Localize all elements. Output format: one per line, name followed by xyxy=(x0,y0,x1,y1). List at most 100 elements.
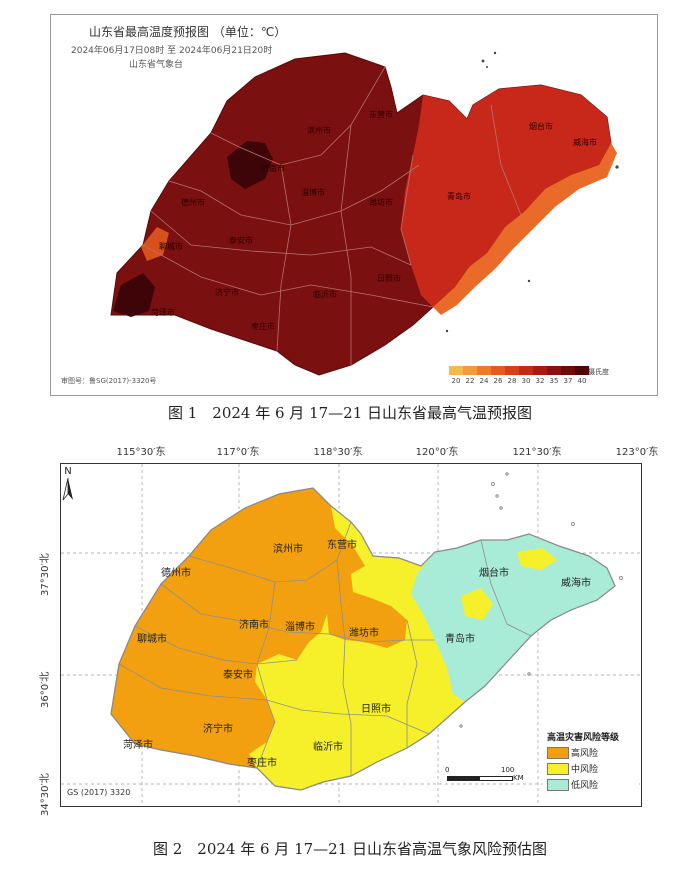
city-label-taian-fig1: 泰安市 xyxy=(229,236,253,245)
city-label-jining-fig1: 济宁市 xyxy=(215,288,239,297)
admin-boundaries-fig1 xyxy=(142,66,522,365)
city-label-dezhou: 德州市 xyxy=(161,568,191,579)
medium-risk-patch-northeast xyxy=(517,548,557,570)
city-label-liaocheng-fig1: 聊城市 xyxy=(159,242,183,251)
city-label-dongying-fig1: 东营市 xyxy=(369,110,393,119)
legend-swatch-30 xyxy=(519,366,533,375)
city-label-zibo-fig1: 淄博市 xyxy=(301,188,325,197)
lon-label-123-0: 123°0′东 xyxy=(615,447,659,458)
city-label-weihai: 威海市 xyxy=(561,578,591,589)
city-label-dezhou-fig1: 德州市 xyxy=(181,198,205,207)
city-label-binzhou-fig1: 滨州市 xyxy=(307,126,331,135)
legend-label: 22 xyxy=(465,377,475,385)
hot-spot-southwest xyxy=(113,273,155,317)
city-label-weifang-fig1: 潍坊市 xyxy=(369,198,393,207)
city-label-heze: 菏泽市 xyxy=(123,740,153,751)
city-label-qingdao: 青岛市 xyxy=(445,634,475,645)
lat-label-36-0: 36°0′北 xyxy=(40,671,51,708)
lon-label-118-30: 118°30′东 xyxy=(313,447,363,458)
city-label-weihai-fig1: 威海市 xyxy=(573,138,597,147)
map1-issuer: 山东省气象台 xyxy=(129,60,184,70)
city-label-linyi-fig1: 临沂市 xyxy=(313,290,337,299)
risk-legend: 高温灾害风险等级 高风险 中风险 低风险 xyxy=(543,730,639,800)
legend-label: 20 xyxy=(451,377,461,385)
map1-title: 山东省最高温度预报图 （单位：℃） xyxy=(89,25,287,39)
scale-unit: KM xyxy=(513,774,524,782)
figure2-caption: 图 2 2024 年 6 月 17—21 日山东省高温气象风险预估图 xyxy=(152,840,548,858)
city-label-rizhao: 日照市 xyxy=(361,704,391,715)
city-label-dongying: 东营市 xyxy=(327,540,357,551)
heat-risk-map: 德州市 滨州市 东营市 烟台市 威海市 聊城市 济南市 淄博市 潍坊市 青岛市 … xyxy=(60,463,642,807)
legend-label-low: 低风险 xyxy=(571,781,599,791)
legend-label: 28 xyxy=(507,377,517,385)
legend-swatch-medium xyxy=(547,763,569,775)
scale-bar-graphic xyxy=(447,776,513,781)
temperature-forecast-map: 山东省最高温度预报图 （单位：℃） 2024年06月17日08时 至 2024年… xyxy=(50,14,658,396)
legend-swatch-32 xyxy=(533,366,547,375)
legend-label: 40 xyxy=(577,377,587,385)
map1-approval-number: 审图号：鲁SG(2017)-3320号 xyxy=(61,377,157,385)
legend-swatch-20 xyxy=(449,366,463,375)
city-label-yantai: 烟台市 xyxy=(479,568,509,579)
lon-label-117-0: 117°0′东 xyxy=(216,447,260,458)
hot-spot-west xyxy=(141,227,169,261)
figure1-caption: 图 1 2024 年 6 月 17—21 日山东省最高气温预报图 xyxy=(167,404,533,422)
legend-swatch-22 xyxy=(463,366,477,375)
north-label: N xyxy=(64,466,71,477)
admin-boundaries-fig2 xyxy=(118,521,532,776)
high-risk-patch-central xyxy=(327,592,407,648)
scale-zero: 0 xyxy=(445,766,450,774)
city-label-linyi: 临沂市 xyxy=(313,742,343,753)
city-label-zibo: 淄博市 xyxy=(285,622,315,633)
province-outline-fig2 xyxy=(110,487,616,791)
city-label-jinan-fig1: 济南市 xyxy=(261,164,285,173)
city-label-yantai-fig1: 烟台市 xyxy=(529,122,553,131)
lat-label-37-30: 37°30′北 xyxy=(40,553,51,596)
islands-fig1 xyxy=(445,51,619,333)
scale-hundred: 100 xyxy=(501,766,515,774)
legend-unit: 摄氏度 xyxy=(588,368,609,376)
city-label-liaocheng: 聊城市 xyxy=(137,634,167,645)
city-label-jinan: 济南市 xyxy=(239,620,269,631)
lat-label-34-30: 34°30′北 xyxy=(40,773,51,816)
city-label-zaozhuang-fig1: 枣庄市 xyxy=(251,322,275,331)
legend-swatch-high xyxy=(547,747,569,759)
islands-fig2 xyxy=(459,472,623,728)
city-label-jining: 济宁市 xyxy=(203,724,233,735)
legend-label: 26 xyxy=(493,377,503,385)
map1-time-range: 2024年06月17日08时 至 2024年06月21日20时 xyxy=(71,46,273,56)
city-label-heze-fig1: 菏泽市 xyxy=(151,308,175,317)
hot-spot-north xyxy=(227,141,273,189)
legend-label: 37 xyxy=(563,377,573,385)
coastal-mild-zone xyxy=(433,143,617,315)
legend-swatch-low xyxy=(547,779,569,791)
legend-swatch-40 xyxy=(575,366,589,375)
legend-swatch-24 xyxy=(477,366,491,375)
map1-color-legend: 20 22 24 26 28 30 32 35 37 40 摄氏度 xyxy=(449,366,609,390)
city-label-weifang: 潍坊市 xyxy=(349,628,379,639)
map2-gs-number: GS (2017) 3320 xyxy=(67,788,131,797)
city-label-zaozhuang: 枣庄市 xyxy=(247,758,277,769)
legend-label: 24 xyxy=(479,377,489,385)
city-label-taian: 泰安市 xyxy=(223,670,253,681)
lon-label-115-30: 115°30′东 xyxy=(116,447,166,458)
city-label-binzhou: 滨州市 xyxy=(273,544,303,555)
legend-label: 32 xyxy=(535,377,545,385)
lon-label-120-0: 120°0′东 xyxy=(415,447,459,458)
legend-label-high: 高风险 xyxy=(571,749,599,759)
legend-swatch-37 xyxy=(561,366,575,375)
legend-swatch-35 xyxy=(547,366,561,375)
lon-label-121-30: 121°30′东 xyxy=(512,447,562,458)
east-warm-zone xyxy=(401,85,611,307)
legend-label-medium: 中风险 xyxy=(571,765,599,775)
north-arrow-icon: N xyxy=(62,466,73,501)
city-label-rizhao-fig1: 日照市 xyxy=(377,274,401,283)
legend-label: 30 xyxy=(521,377,531,385)
scale-bar: 0 100 KM xyxy=(445,766,525,790)
legend-swatch-28 xyxy=(505,366,519,375)
risk-legend-title: 高温灾害风险等级 xyxy=(547,733,620,743)
legend-label: 35 xyxy=(549,377,559,385)
low-risk-zone xyxy=(411,534,615,702)
heat-risk-map-graphic xyxy=(61,464,641,806)
medium-risk-patch-east xyxy=(461,588,493,620)
